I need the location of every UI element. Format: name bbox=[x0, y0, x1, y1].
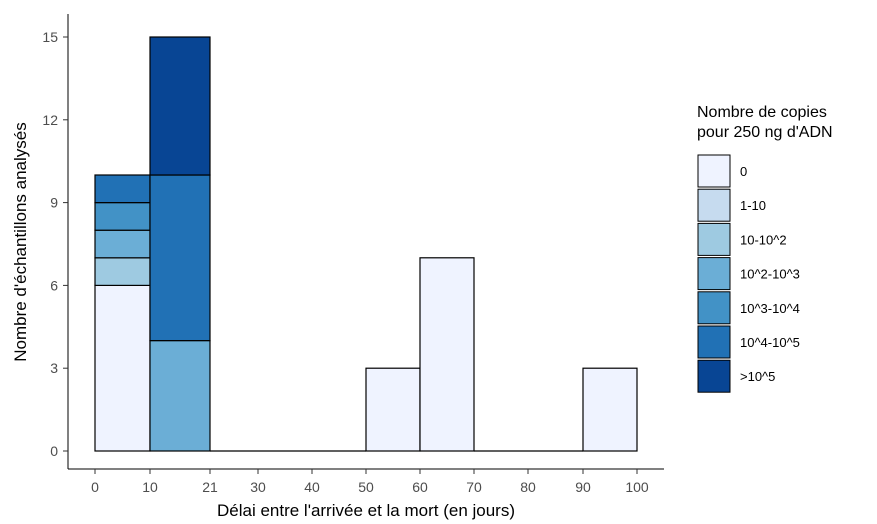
y-tick-label: 3 bbox=[50, 360, 58, 376]
y-tick-label: 12 bbox=[42, 112, 58, 128]
bars-layer bbox=[94, 36, 638, 452]
legend-label: 10^4-10^5 bbox=[740, 335, 800, 350]
x-axis-title: Délai entre l'arrivée et la mort (en jou… bbox=[217, 501, 515, 520]
legend-swatch bbox=[697, 325, 731, 359]
bar-0-10-10^3-10^4 bbox=[94, 202, 151, 231]
bar-90-100-0 bbox=[582, 367, 638, 452]
x-ticks: 0 10 21 30 40 50 60 70 80 90 100 bbox=[91, 469, 649, 495]
legend-items: 0 1-10 10-10^2 10^2-10^3 10^3-10^4 10^4-10^5 >… bbox=[697, 154, 800, 393]
x-tick-label: 70 bbox=[466, 479, 482, 495]
bar-0-10-10-10^2 bbox=[94, 257, 151, 286]
legend-label: 10-10^2 bbox=[740, 232, 787, 247]
x-tick-label: 21 bbox=[202, 479, 218, 495]
y-tick-label: 9 bbox=[50, 195, 58, 211]
legend-label: 0 bbox=[740, 164, 747, 179]
legend-swatch bbox=[697, 257, 731, 291]
legend-label: >10^5 bbox=[740, 369, 775, 384]
legend-swatch bbox=[697, 291, 731, 325]
y-tick-label: 6 bbox=[50, 277, 58, 293]
x-tick-label: 90 bbox=[575, 479, 591, 495]
legend-swatch bbox=[697, 222, 731, 256]
x-tick-label: 80 bbox=[520, 479, 536, 495]
legend-swatch bbox=[697, 359, 731, 393]
legend-swatch bbox=[697, 154, 731, 188]
legend: Nombre de copies pour 250 ng d'ADN 0 1-10… bbox=[697, 104, 833, 393]
x-tick-label: 100 bbox=[625, 479, 649, 495]
x-tick-label: 10 bbox=[142, 479, 158, 495]
y-tick-label: 0 bbox=[50, 443, 58, 459]
bar-0-10-0 bbox=[94, 284, 151, 452]
bar-0-10-10^2-10^3 bbox=[94, 229, 151, 259]
bar-10-21-10^4-10^5 bbox=[149, 174, 211, 342]
bar-50-60-0 bbox=[365, 367, 421, 452]
x-tick-label: 40 bbox=[304, 479, 320, 495]
bar-0-10-10^4-10^5 bbox=[94, 174, 151, 204]
x-tick-label: 60 bbox=[412, 479, 428, 495]
legend-label: 1-10 bbox=[740, 198, 766, 213]
bar-10-21->10^5 bbox=[149, 36, 211, 176]
legend-label: 10^3-10^4 bbox=[740, 301, 800, 316]
y-axis-title: Nombre d'échantillons analysés bbox=[11, 122, 30, 362]
x-tick-label: 50 bbox=[358, 479, 374, 495]
y-tick-label: 15 bbox=[42, 29, 58, 45]
x-tick-label: 0 bbox=[91, 479, 99, 495]
bar-60-70-0 bbox=[419, 257, 475, 452]
legend-swatch bbox=[697, 188, 731, 222]
x-tick-label: 30 bbox=[250, 479, 266, 495]
legend-label: 10^2-10^3 bbox=[740, 267, 800, 282]
y-ticks: 0 3 6 9 12 15 bbox=[42, 29, 68, 459]
bar-10-21-10^2-10^3 bbox=[149, 340, 211, 452]
legend-title-line-1: Nombre de copies bbox=[697, 104, 827, 121]
legend-title-line-2: pour 250 ng d'ADN bbox=[697, 124, 833, 141]
